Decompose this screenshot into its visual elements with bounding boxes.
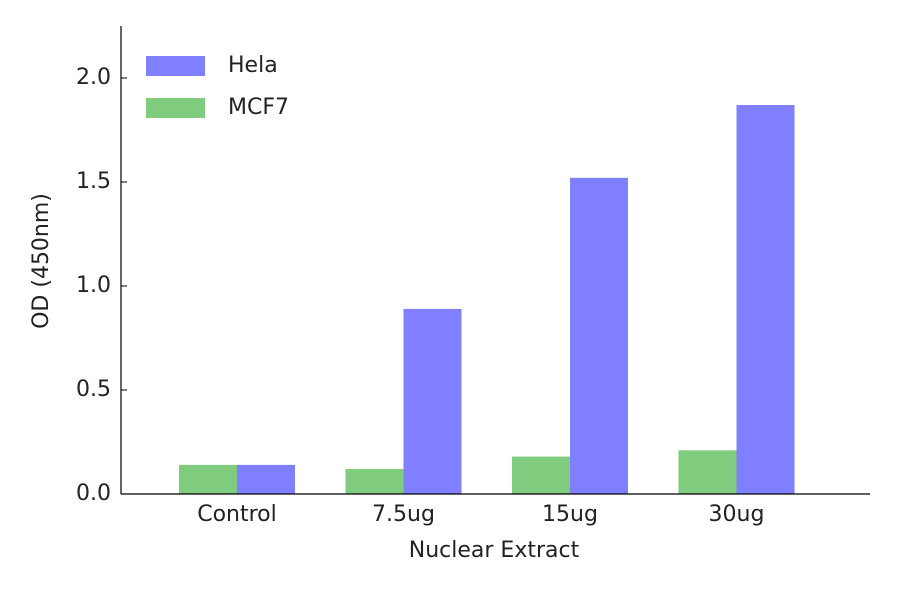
bar (345, 469, 404, 494)
x-axis-label: Nuclear Extract (409, 538, 580, 563)
y-tick-label: 1.0 (76, 273, 111, 298)
bar (736, 105, 795, 494)
bar (179, 464, 237, 494)
bar (237, 464, 295, 494)
y-tick-label: 2.0 (76, 65, 111, 90)
x-tick-label: 7.5ug (372, 502, 435, 527)
bar (678, 450, 737, 494)
y-tick-label: 0.0 (76, 481, 111, 506)
bar (570, 177, 628, 494)
x-tick-label: 30ug (709, 502, 765, 527)
bar (403, 308, 462, 494)
legend-swatch (146, 56, 205, 76)
y-tick-label: 1.5 (76, 169, 111, 194)
legend-label: Hela (228, 53, 278, 78)
bar (512, 456, 570, 494)
x-tick-label: 15ug (542, 502, 598, 527)
x-tick-label: Control (197, 502, 277, 527)
y-axis-label: OD (450nm) (29, 193, 54, 329)
y-tick-label: 0.5 (76, 377, 111, 402)
legend-label: MCF7 (228, 95, 289, 120)
legend-swatch (146, 98, 205, 118)
